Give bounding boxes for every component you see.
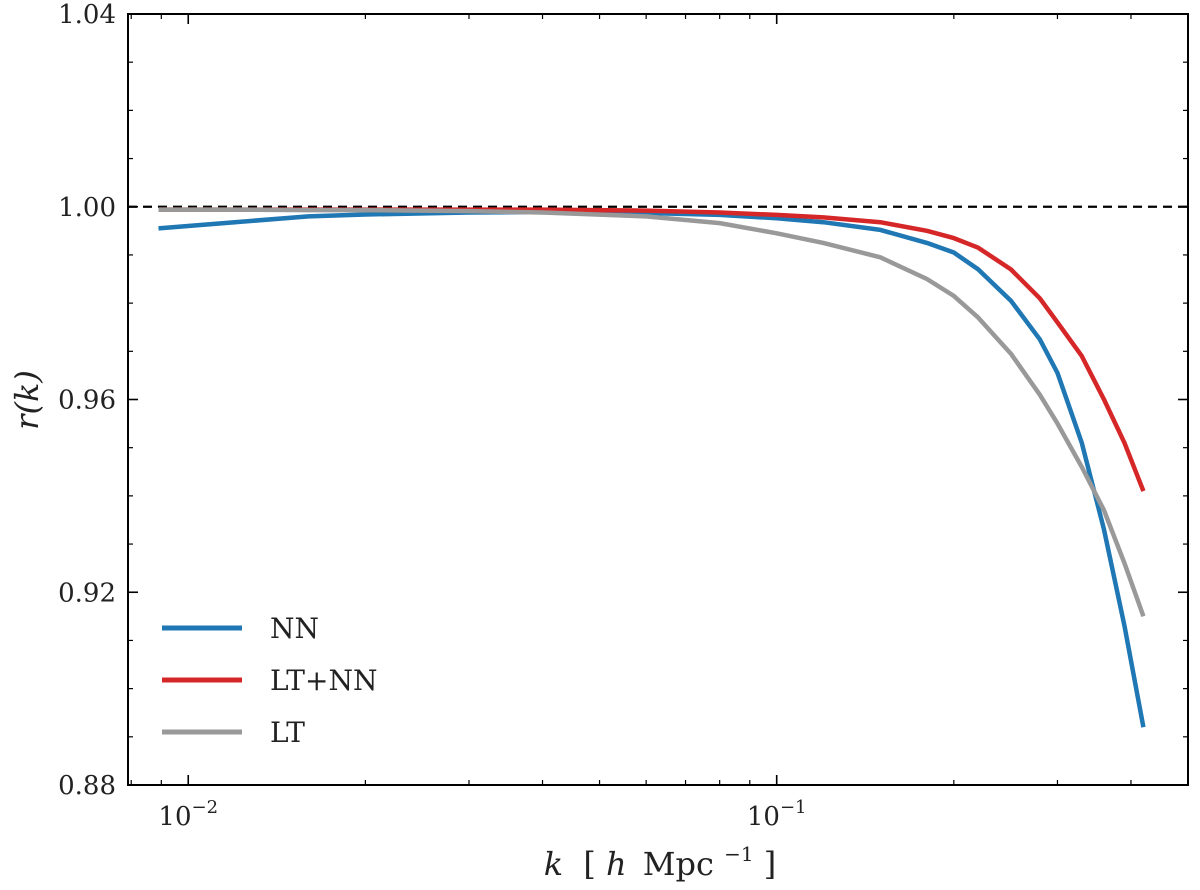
x-tick-label: 10−1	[747, 797, 807, 832]
y-tick-label: 0.88	[58, 771, 116, 801]
x-axis-label-close: ]	[764, 845, 776, 883]
x-axis-label: k [ h Mpc −1 ]	[544, 831, 776, 883]
legend-label-nn: NN	[270, 612, 319, 645]
legend-label-lt-nn: LT+NN	[270, 664, 377, 697]
y-tick-label: 0.92	[58, 578, 116, 608]
x-tick-label: 10−2	[158, 797, 218, 832]
x-axis-label-unit: Mpc	[643, 845, 714, 883]
ticks: 0.88 0.92 0.96 1.00 1.04 10−2 10−1	[58, 0, 1189, 832]
series-layer	[158, 207, 1146, 728]
series-line-nn	[158, 209, 1146, 728]
legend-label-lt: LT	[270, 716, 305, 749]
x-axis-label-exp: −1	[724, 842, 753, 866]
x-axis-label-open: [	[583, 845, 595, 883]
y-tick-label: 1.00	[58, 193, 116, 223]
legend: NN LT+NN LT	[162, 612, 377, 749]
y-tick-label: 1.04	[58, 0, 116, 30]
series-line-lt	[158, 207, 1146, 618]
y-tick-label: 0.96	[58, 386, 116, 416]
series-line-lt-nn	[158, 207, 1146, 492]
x-axis-label-h: h	[606, 845, 627, 883]
y-axis-label: r(k)	[8, 370, 46, 430]
x-axis-label-var: k	[544, 845, 563, 883]
